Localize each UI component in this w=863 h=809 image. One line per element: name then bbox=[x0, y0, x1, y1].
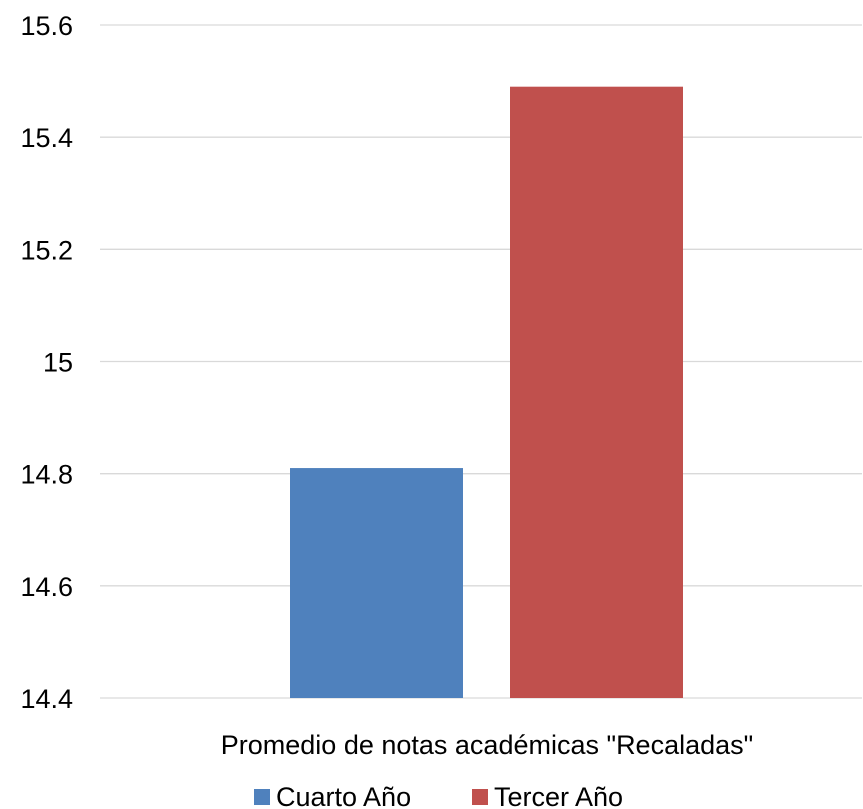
legend-swatch-cuarto bbox=[254, 789, 270, 805]
y-tick-label: 15.2 bbox=[20, 235, 73, 265]
bar-tercer-ano bbox=[510, 86, 683, 699]
y-tick-label: 15.4 bbox=[20, 123, 73, 153]
gridlines bbox=[100, 24, 862, 699]
y-tick-label: 14.6 bbox=[20, 572, 73, 602]
category-label: Promedio de notas académicas "Recaladas" bbox=[221, 730, 753, 760]
bar-cuarto-ano bbox=[290, 468, 463, 698]
bars bbox=[290, 86, 683, 699]
legend: Cuarto Año Tercer Año bbox=[254, 782, 623, 809]
legend-label-cuarto: Cuarto Año bbox=[276, 782, 411, 809]
x-axis: Promedio de notas académicas "Recaladas" bbox=[221, 730, 753, 760]
y-tick-label: 15.6 bbox=[20, 11, 73, 41]
y-tick-label: 15 bbox=[43, 348, 73, 378]
y-tick-label: 14.4 bbox=[20, 684, 73, 714]
y-tick-label: 14.8 bbox=[20, 460, 73, 490]
legend-swatch-tercer bbox=[472, 789, 488, 805]
legend-label-tercer: Tercer Año bbox=[494, 782, 623, 809]
y-axis-tick-labels: 15.6 15.4 15.2 15 14.8 14.6 14.4 bbox=[20, 11, 73, 714]
